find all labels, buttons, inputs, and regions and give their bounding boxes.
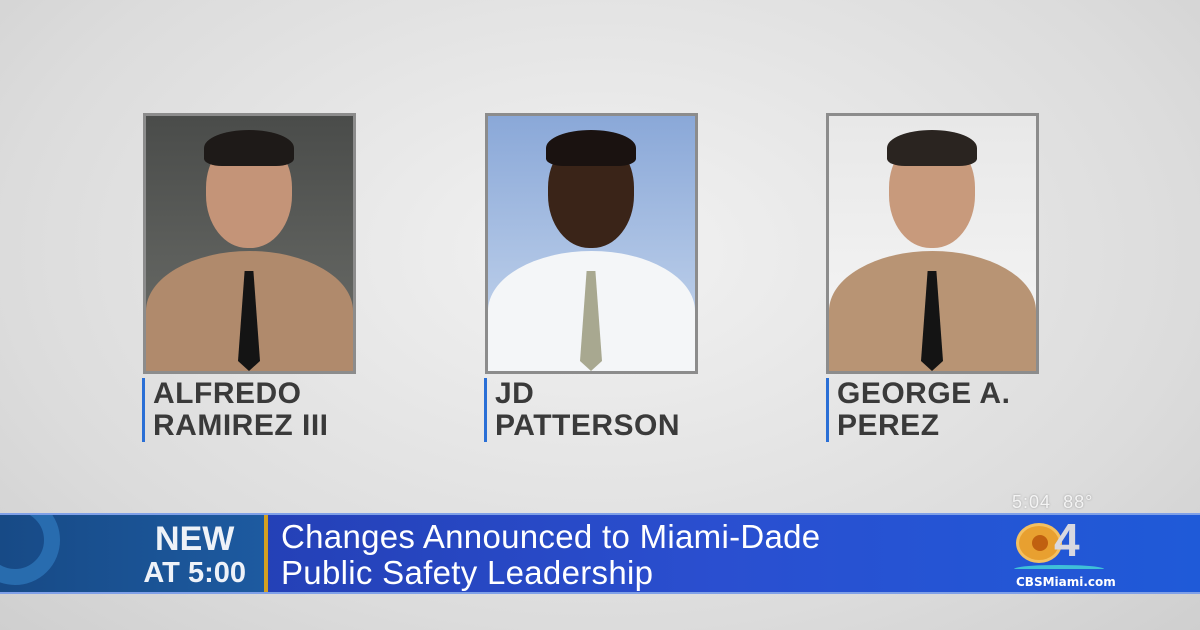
photo-alfredo-ramirez [143,113,356,374]
headline-line: Public Safety Leadership [281,554,654,591]
name-label: ALFREDO RAMIREZ III [142,378,329,442]
name-line: ALFREDO [153,377,302,410]
wave-icon [1014,565,1104,573]
website: CBSMiami.com [1016,575,1116,589]
photo-george-perez [826,113,1039,374]
tag-new: NEW [155,520,235,558]
tie [580,271,602,371]
cbs4-logo: 4 CBSMiami.com [1010,514,1116,591]
name-line: JD [495,377,535,410]
name-line: PEREZ [837,409,940,442]
tie [238,271,260,371]
headline-line: Changes Announced to Miami-Dade [281,518,821,555]
headline: Changes Announced to Miami-Dade Public S… [281,519,820,591]
hair [546,130,636,166]
lower-third-banner: NEW AT 5:00 Changes Announced to Miami-D… [0,513,1200,594]
hair [204,130,294,166]
logo-four: 4 [1054,514,1080,566]
time: 5:04 [1012,492,1052,512]
cbs-eye-icon [1016,523,1062,563]
tie [921,271,943,371]
name-line: RAMIREZ III [153,409,329,442]
time-temperature: 5:04 88° [1012,492,1093,512]
photo-jd-patterson [485,113,698,374]
tag-time: AT 5:00 [143,557,246,589]
new-at-tag: NEW AT 5:00 [0,515,268,592]
temperature: 88° [1063,492,1094,512]
name-line: GEORGE A. [837,377,1011,410]
name-line: PATTERSON [495,409,681,442]
name-label: JD PATTERSON [484,378,680,442]
arc-decoration [0,515,60,585]
name-label: GEORGE A. PEREZ [826,378,1010,442]
hair [887,130,977,166]
